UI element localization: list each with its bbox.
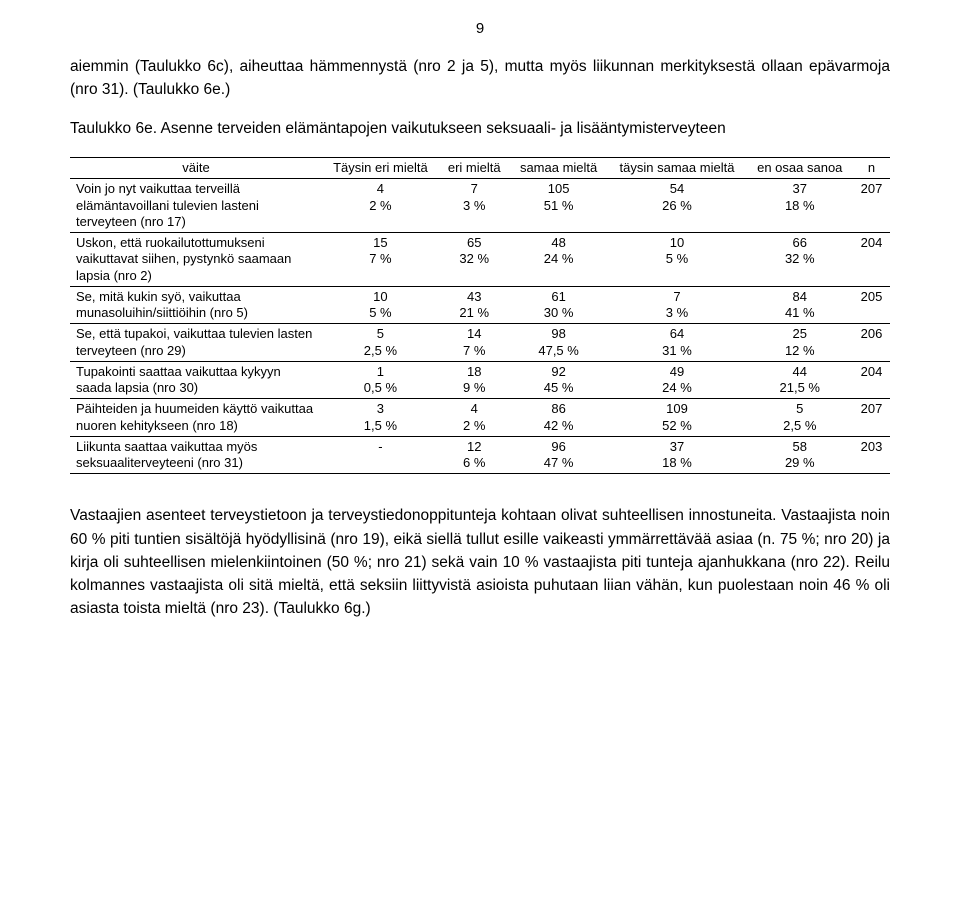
row-label: Päihteiden ja huumeiden käyttö vaikuttaa… bbox=[70, 399, 322, 437]
cell: 147 % bbox=[439, 324, 510, 362]
cell: 9245 % bbox=[510, 361, 608, 399]
cell: 10952 % bbox=[608, 399, 747, 437]
table-row: Tupakointi saattaa vaikuttaa kykyyn saad… bbox=[70, 361, 890, 399]
closing-paragraph: Vastaajien asenteet terveystietoon ja te… bbox=[70, 504, 890, 620]
cell: 189 % bbox=[439, 361, 510, 399]
cell: 206 bbox=[853, 324, 890, 362]
cell: 6431 % bbox=[608, 324, 747, 362]
table-row: Se, mitä kukin syö, vaikuttaa munasoluih… bbox=[70, 286, 890, 324]
cell: 4321 % bbox=[439, 286, 510, 324]
table-row: Liikunta saattaa vaikuttaa myös seksuaal… bbox=[70, 436, 890, 474]
col-header: n bbox=[853, 158, 890, 179]
cell: 203 bbox=[853, 436, 890, 474]
cell: 42 % bbox=[322, 179, 439, 233]
intro-paragraph: aiemmin (Taulukko 6c), aiheuttaa hämmenn… bbox=[70, 55, 890, 102]
cell: 9847,5 % bbox=[510, 324, 608, 362]
col-header: samaa mieltä bbox=[510, 158, 608, 179]
row-label: Tupakointi saattaa vaikuttaa kykyyn saad… bbox=[70, 361, 322, 399]
cell: 105 % bbox=[322, 286, 439, 324]
col-header: eri mieltä bbox=[439, 158, 510, 179]
table-row: Päihteiden ja huumeiden käyttö vaikuttaa… bbox=[70, 399, 890, 437]
cell: 9647 % bbox=[510, 436, 608, 474]
cell: 52,5 % bbox=[322, 324, 439, 362]
cell: 207 bbox=[853, 179, 890, 233]
table-header-row: väite Täysin eri mieltä eri mieltä samaa… bbox=[70, 158, 890, 179]
row-label: Uskon, että ruokailutottumukseni vaikutt… bbox=[70, 233, 322, 287]
cell: 31,5 % bbox=[322, 399, 439, 437]
cell: 204 bbox=[853, 361, 890, 399]
cell: 204 bbox=[853, 233, 890, 287]
cell: 10,5 % bbox=[322, 361, 439, 399]
col-header: en osaa sanoa bbox=[746, 158, 853, 179]
cell: 4824 % bbox=[510, 233, 608, 287]
data-table: väite Täysin eri mieltä eri mieltä samaa… bbox=[70, 157, 890, 474]
cell: 205 bbox=[853, 286, 890, 324]
row-label: Se, että tupakoi, vaikuttaa tulevien las… bbox=[70, 324, 322, 362]
cell: 52,5 % bbox=[746, 399, 853, 437]
cell: 4421,5 % bbox=[746, 361, 853, 399]
cell: 8642 % bbox=[510, 399, 608, 437]
cell: 73 % bbox=[608, 286, 747, 324]
cell: 10551 % bbox=[510, 179, 608, 233]
cell: - bbox=[322, 436, 439, 474]
cell: 6130 % bbox=[510, 286, 608, 324]
cell: 157 % bbox=[322, 233, 439, 287]
col-header: täysin samaa mieltä bbox=[608, 158, 747, 179]
cell: 3718 % bbox=[608, 436, 747, 474]
cell: 4924 % bbox=[608, 361, 747, 399]
col-header: Täysin eri mieltä bbox=[322, 158, 439, 179]
cell: 5829 % bbox=[746, 436, 853, 474]
cell: 2512 % bbox=[746, 324, 853, 362]
row-label: Se, mitä kukin syö, vaikuttaa munasoluih… bbox=[70, 286, 322, 324]
cell: 8441 % bbox=[746, 286, 853, 324]
col-header: väite bbox=[70, 158, 322, 179]
table-caption: Taulukko 6e. Asenne terveiden elämäntapo… bbox=[70, 118, 890, 140]
row-label: Voin jo nyt vaikuttaa terveillä elämänta… bbox=[70, 179, 322, 233]
row-label: Liikunta saattaa vaikuttaa myös seksuaal… bbox=[70, 436, 322, 474]
cell: 42 % bbox=[439, 399, 510, 437]
table-row: Se, että tupakoi, vaikuttaa tulevien las… bbox=[70, 324, 890, 362]
cell: 5426 % bbox=[608, 179, 747, 233]
cell: 3718 % bbox=[746, 179, 853, 233]
table-row: Uskon, että ruokailutottumukseni vaikutt… bbox=[70, 233, 890, 287]
cell: 6632 % bbox=[746, 233, 853, 287]
page-number: 9 bbox=[70, 20, 890, 37]
page: 9 aiemmin (Taulukko 6c), aiheuttaa hämme… bbox=[0, 0, 960, 900]
cell: 73 % bbox=[439, 179, 510, 233]
table-row: Voin jo nyt vaikuttaa terveillä elämänta… bbox=[70, 179, 890, 233]
cell: 126 % bbox=[439, 436, 510, 474]
cell: 6532 % bbox=[439, 233, 510, 287]
cell: 207 bbox=[853, 399, 890, 437]
cell: 105 % bbox=[608, 233, 747, 287]
